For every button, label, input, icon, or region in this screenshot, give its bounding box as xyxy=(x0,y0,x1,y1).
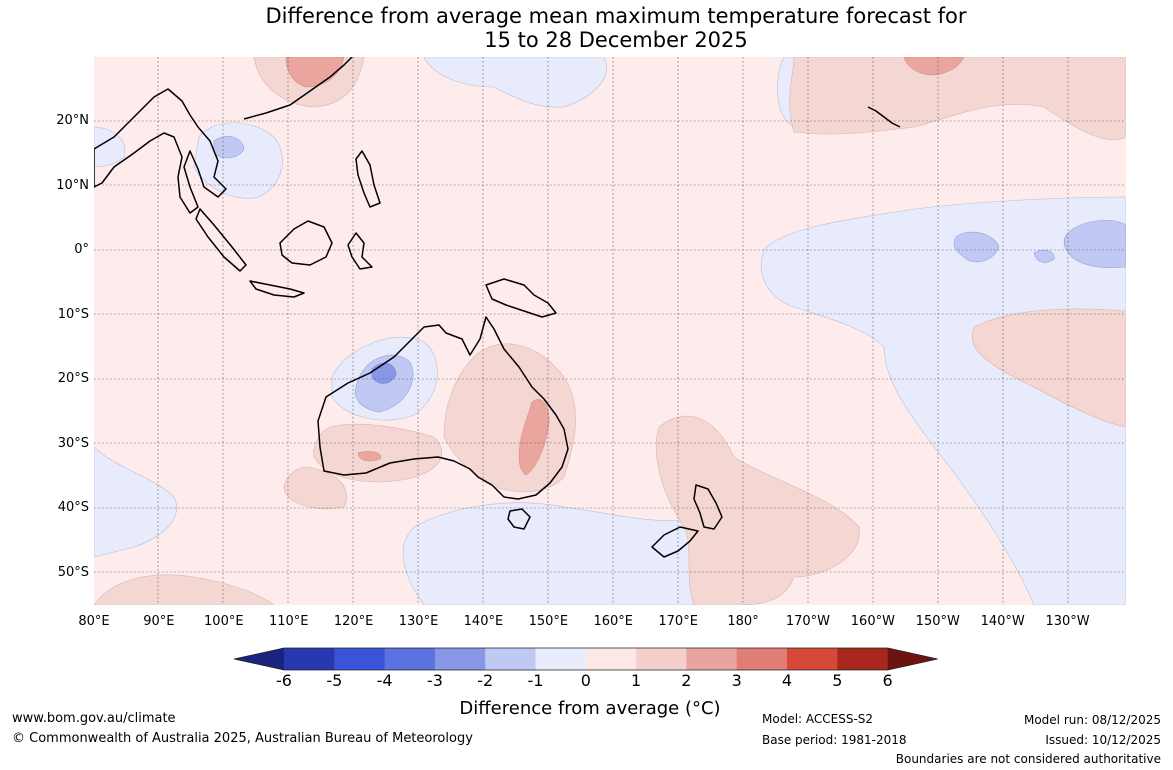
x-axis-label: 100°E xyxy=(204,614,244,629)
forecast-map xyxy=(94,57,1126,605)
warm-region-north-pacific xyxy=(789,57,1126,140)
cool-region-west-pacific xyxy=(423,57,607,108)
x-axis-label: 80°E xyxy=(78,614,110,629)
coastlines xyxy=(94,57,901,558)
footer-disclaimer: Boundaries are not considered authoritat… xyxy=(895,752,1161,766)
colorbar-outline xyxy=(233,647,938,671)
cool-region-south-indian xyxy=(94,446,177,558)
colorbar-tick: -1 xyxy=(527,671,544,690)
mainland-asia-coastline xyxy=(94,88,227,214)
sulawesi-coastline xyxy=(347,232,373,270)
colorbar-tick: 5 xyxy=(832,671,843,690)
new-guinea-coastline xyxy=(485,278,557,318)
colorbar-segment xyxy=(384,648,436,670)
x-axis-label: 170°E xyxy=(658,614,698,629)
x-axis-label: 140°E xyxy=(463,614,504,629)
cool-region-central-pacific xyxy=(760,196,1126,605)
colorbar-extend-low xyxy=(234,648,284,670)
x-axis-label: 130°E xyxy=(398,614,439,629)
colorbar-tick: 2 xyxy=(681,671,692,690)
colorbar-tick: 0 xyxy=(580,671,591,690)
new-zealand-north-island xyxy=(693,484,723,530)
warm-region-south-pacific-ne xyxy=(971,308,1126,428)
colorbar-segment xyxy=(334,648,386,670)
y-axis-label: 20°S xyxy=(57,371,89,387)
colorbar-tick: 1 xyxy=(631,671,642,690)
colorbar-segment xyxy=(736,648,788,670)
footer-copyright: © Commonwealth of Australia 2025, Austra… xyxy=(12,731,473,746)
x-axis-label: 120°E xyxy=(333,614,374,629)
y-axis-label: 20°N xyxy=(56,113,89,129)
warm-region-new-zealand xyxy=(655,415,860,605)
moderate-warm-anomaly xyxy=(285,57,965,476)
y-axis-label: 10°N xyxy=(56,177,89,193)
colorbar-label: Difference from average (°C) xyxy=(459,698,721,719)
colorbar-tick: 4 xyxy=(781,671,793,690)
sumatra-coastline xyxy=(195,208,247,272)
australia-coastline xyxy=(317,316,569,500)
title-line-1: Difference from average mean maximum tem… xyxy=(265,4,967,28)
cool-patch-pacific-central xyxy=(953,231,1000,263)
philippines-coastline xyxy=(355,150,381,208)
title-line-2: 15 to 28 December 2025 xyxy=(484,28,748,52)
warm-patch-south-australia xyxy=(357,451,382,462)
colorbar-extend-high xyxy=(887,648,938,670)
map-title: Difference from average mean maximum tem… xyxy=(0,4,1173,52)
warm-patch-east-australia xyxy=(518,399,550,476)
y-axis-label: 50°S xyxy=(57,564,89,580)
colorbar-segment xyxy=(434,648,486,670)
x-axis-label: 150°W xyxy=(915,614,960,629)
warm-region-southwest xyxy=(94,574,275,605)
hawaii-coastline xyxy=(867,106,901,128)
colorbar xyxy=(233,647,938,671)
new-zealand-south-island xyxy=(651,526,699,558)
x-axis-label: 160°W xyxy=(850,614,895,629)
y-axis-label: 30°S xyxy=(57,435,89,451)
y-axis-label: 10°S xyxy=(57,306,89,322)
x-axis-label: 110°E xyxy=(268,614,309,629)
warm-anomaly-regions xyxy=(94,57,1126,605)
x-axis-label: 180° xyxy=(727,614,759,629)
x-axis-label: 90°E xyxy=(143,614,175,629)
colorbar-tick: -4 xyxy=(376,671,393,690)
warm-region-south-indian xyxy=(283,466,347,510)
colorbar-segment xyxy=(787,648,838,670)
x-axis-label: 150°E xyxy=(528,614,569,629)
footer-base-period: Base period: 1981-2018 xyxy=(762,733,907,747)
colorbar-segment xyxy=(535,648,587,670)
colorbar-segment xyxy=(837,648,889,670)
footer-issued: Issued: 10/12/2025 xyxy=(1045,733,1161,747)
cool-region-indian-north xyxy=(94,126,126,168)
x-axis-label: 140°W xyxy=(980,614,1025,629)
footer-model: Model: ACCESS-S2 xyxy=(762,712,874,726)
colorbar-segment xyxy=(686,648,738,670)
cool-patch-south-china-sea xyxy=(213,136,245,159)
colorbar-segment xyxy=(485,648,536,670)
x-axis-label: 130°W xyxy=(1045,614,1090,629)
footer-model-run: Model run: 08/12/2025 xyxy=(1023,713,1161,727)
colorbar-tick: -3 xyxy=(426,671,443,690)
java-coastline xyxy=(249,280,305,298)
tasmania-coastline xyxy=(507,508,531,530)
china-coastline xyxy=(243,57,353,120)
graticule xyxy=(94,57,1126,605)
borneo-coastline xyxy=(279,220,333,266)
colorbar-segment xyxy=(585,648,637,670)
colorbar-tick: -6 xyxy=(276,671,292,690)
y-axis-label: 40°S xyxy=(57,500,89,516)
colorbar-tick: -5 xyxy=(326,671,343,690)
warm-patch-north-pacific xyxy=(903,57,965,76)
x-axis-label: 170°W xyxy=(785,614,831,629)
y-axis-label: 0° xyxy=(74,242,89,258)
cool-patch-pacific-east xyxy=(1063,220,1126,268)
colorbar-segment xyxy=(636,648,687,670)
colorbar-segment xyxy=(284,648,335,670)
colorbar-tick: 3 xyxy=(731,671,742,690)
colorbar-tick: 6 xyxy=(882,671,893,690)
colorbar-tick: -2 xyxy=(477,671,494,690)
weak-cool-anomaly xyxy=(213,136,1126,413)
x-axis-label: 160°E xyxy=(593,614,633,629)
footer-website: www.bom.gov.au/climate xyxy=(12,711,176,726)
